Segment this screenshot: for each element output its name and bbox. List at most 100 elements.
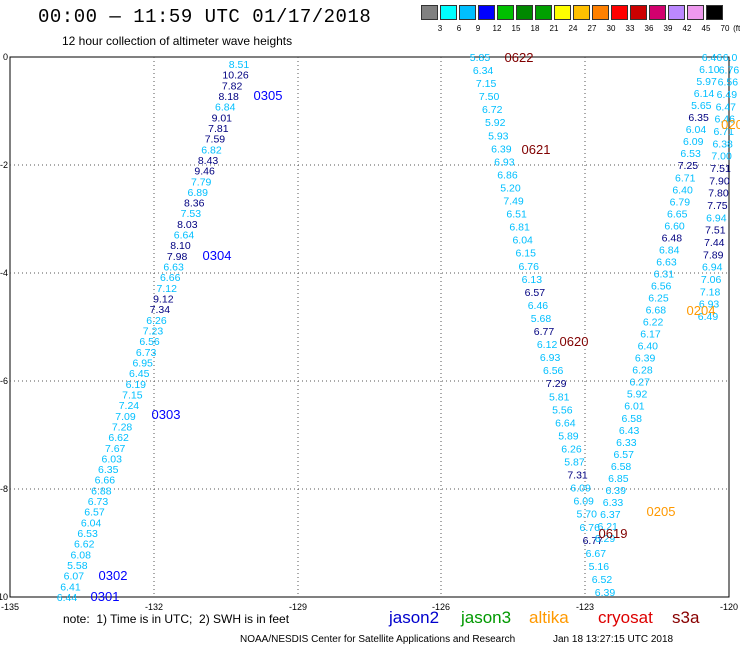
colorbar-label: 3	[437, 24, 443, 33]
wave-height-value: 7.29	[546, 378, 567, 390]
colorbar-swatch	[687, 5, 704, 20]
track-label: 0205	[647, 504, 676, 519]
wave-height-value: 6.85	[608, 473, 629, 485]
colorbar-swatch	[478, 5, 495, 20]
wave-height-value: 6.93	[699, 299, 720, 311]
x-tick-label: -129	[289, 602, 307, 610]
wave-height-value: 6.71	[675, 172, 696, 184]
wave-height-value: 6.84	[659, 244, 680, 256]
colorbar-label: 15	[511, 24, 521, 33]
wave-height-value: 7.51	[705, 225, 726, 237]
y-tick-label: -10	[0, 592, 8, 602]
wave-height-value: 5.68	[531, 313, 552, 325]
colorbar-swatch	[611, 5, 628, 20]
wave-height-value: 7.23	[143, 326, 164, 338]
wave-height-value: 6.66	[160, 272, 181, 284]
wave-height-value: 6.56	[718, 77, 739, 89]
wave-height-value: 5.81	[549, 391, 570, 403]
wave-height-value: 6.48	[662, 232, 683, 244]
wave-height-value: 6.46	[528, 300, 549, 312]
x-tick-label: -123	[576, 602, 594, 610]
wave-height-value: 6.73	[136, 347, 157, 359]
wave-height-value: 6.65	[667, 208, 688, 220]
wave-height-value: 6.35	[688, 112, 709, 124]
wave-height-value: 6.57	[84, 507, 105, 519]
wave-height-value: 6.84	[215, 102, 236, 114]
wave-height-value: 7.80	[708, 188, 729, 200]
wave-height-value: 6.07	[64, 571, 85, 583]
wave-height-value: 6.09	[573, 496, 594, 508]
wave-height-value: 7.49	[503, 196, 524, 208]
map-subtitle: 12 hour collection of altimeter wave hei…	[62, 34, 293, 48]
footnote: note: 1) Time is in UTC; 2) SWH is in fe…	[63, 612, 290, 626]
wave-height-value: 7.51	[710, 163, 731, 175]
wave-height-value: 6.34	[473, 65, 494, 77]
wave-height-value: 5.93	[488, 130, 509, 142]
colorbar-label: 30	[606, 24, 616, 33]
colorbar-label: 21	[549, 24, 559, 33]
wave-height-value: 6.77	[583, 535, 604, 547]
legend-altika: altika	[529, 608, 569, 627]
wave-height-value: 6.31	[654, 268, 675, 280]
wave-height-value: 7.90	[709, 175, 730, 187]
track-label: 0302	[99, 568, 128, 583]
wave-height-value: 5.16	[589, 561, 610, 573]
wave-height-value: 6.86	[497, 169, 518, 181]
colorbar-swatch	[535, 5, 552, 20]
wave-height-value: 6.46	[702, 52, 723, 64]
colorbar-swatch	[440, 5, 457, 20]
colorbar-swatch	[516, 5, 533, 20]
wave-height-value: 6.40	[672, 184, 693, 196]
wave-height-value: 5.92	[627, 389, 648, 401]
wave-height-value: 7.67	[105, 443, 126, 455]
track-label: 020	[721, 117, 740, 132]
colorbar-label: 42	[682, 24, 692, 33]
wave-height-value: 6.28	[632, 365, 653, 377]
legend-cryosat: cryosat	[598, 608, 653, 627]
wave-height-value: 6.39	[491, 143, 512, 155]
wave-height-value: 6.72	[482, 104, 503, 116]
wave-height-value: 6.25	[648, 293, 669, 305]
wave-height-value: 6.51	[506, 209, 527, 221]
wave-height-value: 6.62	[108, 432, 129, 444]
wave-height-value: 6.57	[525, 287, 546, 299]
track-label: 0622	[505, 50, 534, 65]
legend-jason3: jason3	[461, 608, 512, 627]
wave-height-value: 6.82	[201, 144, 222, 156]
wave-height-value: 6.62	[74, 539, 95, 551]
wave-height-value: 6.67	[586, 548, 607, 560]
wave-height-value: 7.59	[205, 134, 226, 146]
wave-height-value: 7.44	[704, 237, 725, 249]
wave-height-value: 6.04	[81, 517, 102, 529]
x-tick-label: -132	[145, 602, 163, 610]
colorbar-swatch	[421, 5, 438, 20]
y-tick-label: -8	[0, 484, 8, 494]
wave-height-value: 5.56	[552, 404, 573, 416]
wave-height-value: 7.00	[711, 151, 732, 163]
wave-height-value: 6.33	[616, 437, 637, 449]
wave-height-value: 6.66	[95, 475, 116, 487]
y-tick-label: -6	[0, 376, 8, 386]
wave-height-value: 6.95	[132, 357, 153, 369]
wave-height-value: 6.89	[188, 187, 209, 199]
wave-height-value: 5.89	[558, 430, 579, 442]
colorbar-label: 24	[568, 24, 578, 33]
wave-height-value: 6.14	[694, 88, 715, 100]
wave-height-value: 6.63	[656, 256, 677, 268]
wave-height-value: 7.75	[707, 200, 728, 212]
colorbar-label: 9	[475, 24, 481, 33]
wave-height-value: 6.76	[519, 261, 540, 273]
wave-height-value: 6.81	[509, 222, 530, 234]
wave-height-value: 6.08	[71, 549, 92, 561]
wave-height-value: 7.53	[181, 208, 202, 220]
colorbar-swatch	[554, 5, 571, 20]
wave-height-value: 6.15	[516, 248, 537, 260]
wave-height-value: 6.94	[702, 262, 723, 274]
track-label: 0301	[91, 589, 120, 604]
wave-height-value: 6.56	[543, 365, 564, 377]
wave-height-value: 6.93	[494, 156, 515, 168]
wave-height-value: 7.18	[700, 286, 721, 298]
wave-height-value: 5.87	[564, 457, 585, 469]
wave-height-value: 7.81	[208, 123, 229, 135]
wave-height-value: 5.92	[485, 117, 506, 129]
